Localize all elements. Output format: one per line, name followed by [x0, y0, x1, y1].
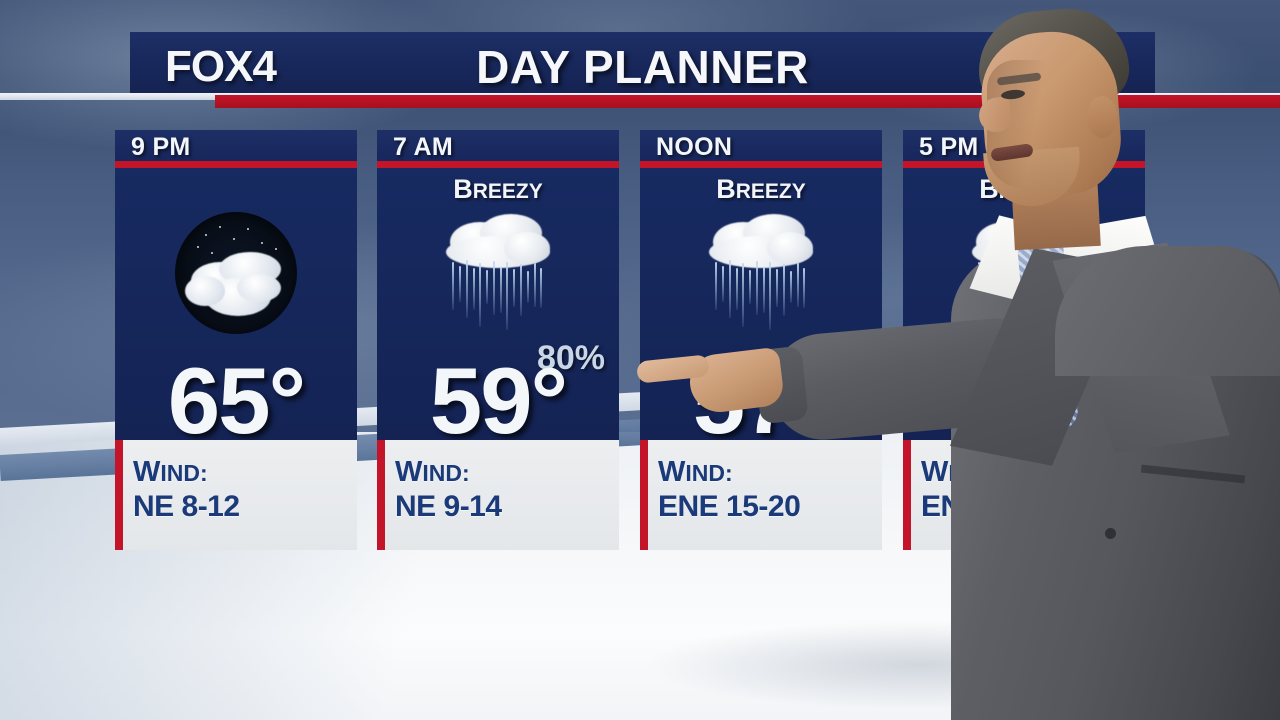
- panel-time-label: 5 PM: [919, 133, 979, 161]
- wind-label-first-letter: W: [395, 456, 423, 488]
- panel-header: NOON: [640, 130, 882, 168]
- panel-header: 9 PM: [115, 130, 357, 168]
- condition-rest: REEZY: [735, 180, 806, 203]
- panel-red-underline: [115, 161, 357, 168]
- rain-streaks: [711, 260, 811, 336]
- panel-body: 65°: [115, 168, 357, 448]
- wind-label-first-letter: W: [658, 456, 686, 488]
- wind-label-rest: IND:: [685, 460, 733, 486]
- panel-icon-wrap: [377, 208, 619, 338]
- rain-cloud-icon: [434, 208, 562, 336]
- jacket-shoulder: [1055, 246, 1280, 376]
- forecast-panel-7am[interactable]: 7 AM BREEZY: [377, 130, 619, 550]
- wind-label-first-letter: W: [133, 456, 161, 488]
- wind-value: NE 8-12: [133, 490, 240, 523]
- wind-label: WIND:: [133, 456, 357, 489]
- fox4-logo: FOX4: [165, 42, 277, 91]
- wind-value: ENE 15-20: [658, 490, 801, 523]
- rain-cloud-icon: [697, 208, 825, 336]
- panel-icon-wrap: [640, 208, 882, 338]
- panel-header: 7 AM: [377, 130, 619, 168]
- page-title: DAY PLANNER: [476, 41, 809, 93]
- rain-streaks: [448, 260, 548, 336]
- wind-value: NE 9-14: [395, 490, 502, 523]
- panel-red-underline: [640, 161, 882, 168]
- panel-precip-chance: 80%: [536, 339, 605, 377]
- night-partly-cloudy-icon: [175, 212, 297, 334]
- panel-wind-box: WIND: NE 9-14: [377, 440, 619, 550]
- wind-label: WIND:: [395, 456, 619, 489]
- panel-condition-label: BREEZY: [640, 174, 882, 205]
- wind-label-first-letter: W: [921, 456, 949, 488]
- panel-icon-wrap: [115, 208, 357, 338]
- panel-time-label: NOON: [656, 133, 733, 161]
- wind-label-rest: IND:: [422, 460, 470, 486]
- panel-condition-label: BREEZY: [377, 174, 619, 205]
- forecast-panel-9pm[interactable]: 9 PM: [115, 130, 357, 550]
- panel-temperature: 65°: [167, 348, 306, 453]
- wind-label-rest: IND:: [160, 460, 208, 486]
- panel-body: BREEZY: [377, 168, 619, 448]
- meteorologist-figure: [636, 0, 1280, 720]
- ear: [1087, 96, 1117, 138]
- panel-wind-box: WIND: NE 8-12: [115, 440, 357, 550]
- condition-rest: REEZY: [472, 180, 543, 203]
- jacket-button: [1105, 528, 1116, 539]
- panel-temperature: 59°: [429, 348, 568, 453]
- panel-time-label: 9 PM: [131, 133, 191, 161]
- condition-first-letter: B: [716, 174, 736, 204]
- panel-red-underline: [377, 161, 619, 168]
- panel-wind-box: WIND: ENE 15-20: [640, 440, 882, 550]
- wind-label: WIND:: [658, 456, 882, 489]
- panel-time-label: 7 AM: [393, 133, 454, 161]
- condition-first-letter: B: [453, 174, 473, 204]
